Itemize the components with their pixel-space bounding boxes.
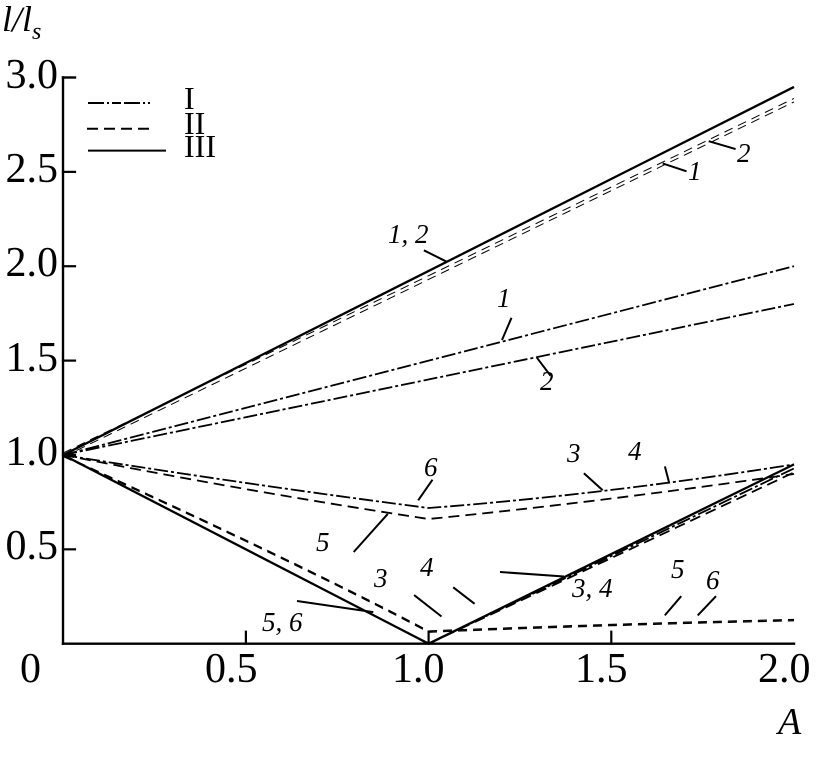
svg-text:3: 3 [566,438,581,468]
svg-text:6: 6 [424,452,438,482]
svg-text:4: 4 [420,552,434,582]
svg-text:5, 6: 5, 6 [262,607,303,637]
svg-text:1: 1 [688,156,702,186]
svg-text:6: 6 [706,565,720,595]
svg-text:3: 3 [373,563,388,593]
svg-text:5: 5 [316,527,330,557]
svg-text:2: 2 [540,366,554,396]
svg-text:1, 2: 1, 2 [388,219,429,249]
svg-text:1: 1 [497,283,511,313]
svg-text:5: 5 [671,554,685,584]
svg-text:2: 2 [737,138,751,168]
svg-text:3, 4: 3, 4 [571,573,613,603]
svg-text:4: 4 [628,436,642,466]
